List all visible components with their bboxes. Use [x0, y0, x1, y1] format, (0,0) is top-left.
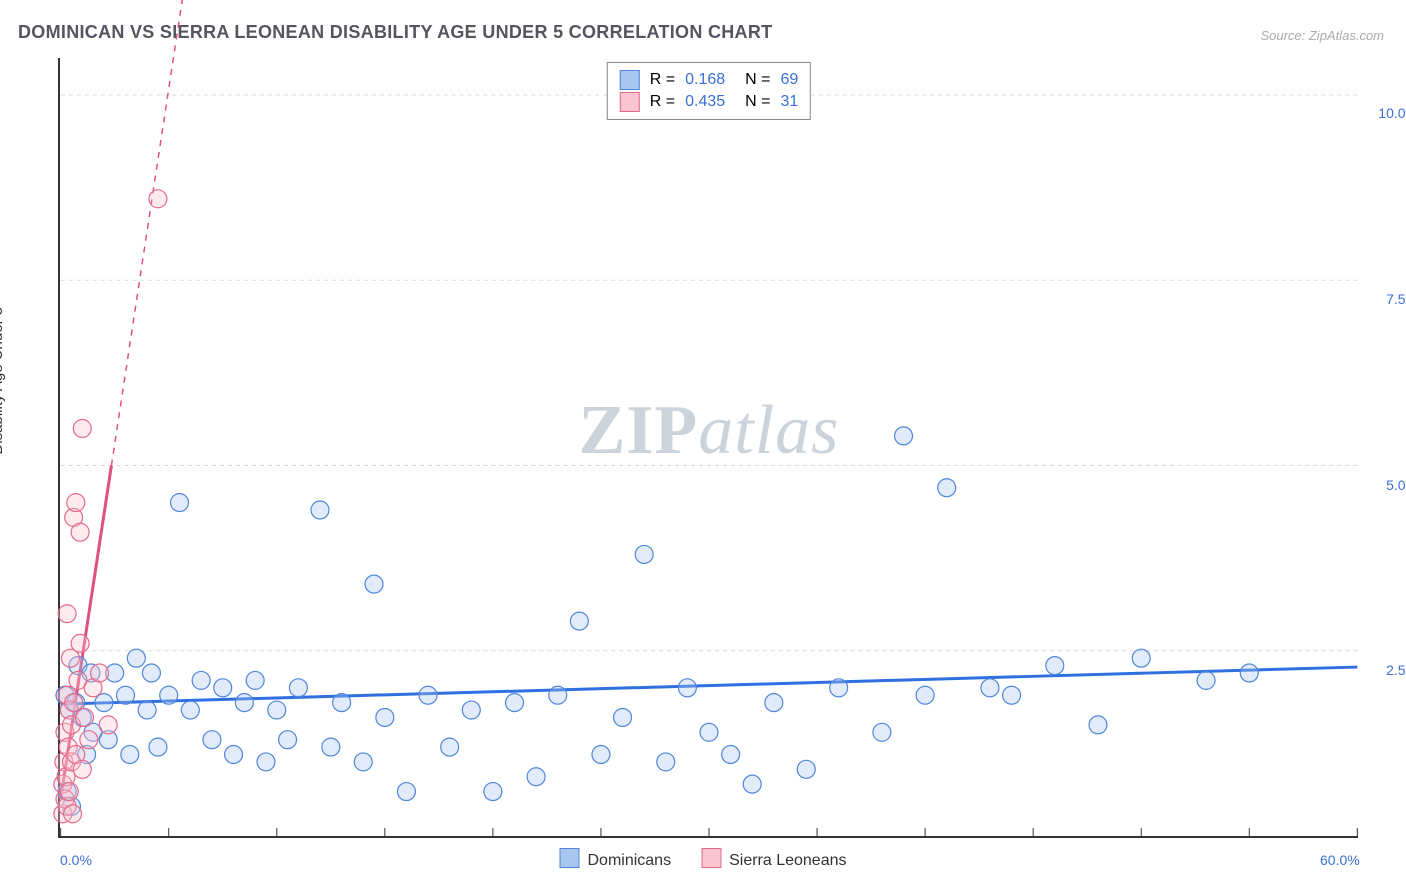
chart-container: DOMINICAN VS SIERRA LEONEAN DISABILITY A…	[0, 0, 1406, 892]
series-legend: Dominicans Sierra Leoneans	[559, 848, 846, 870]
y-tick-label: 2.5%	[1386, 662, 1406, 678]
chart-title: DOMINICAN VS SIERRA LEONEAN DISABILITY A…	[18, 22, 772, 43]
r-label: R =	[650, 69, 675, 91]
r-value: 0.168	[685, 69, 735, 91]
plot-area: ZIPatlas R =0.168N =69R =0.435N =31 2.5%…	[58, 58, 1358, 838]
y-tick-label: 5.0%	[1386, 477, 1406, 493]
source-label: Source: ZipAtlas.com	[1260, 28, 1384, 43]
y-tick-label: 7.5%	[1386, 291, 1406, 307]
stats-legend: R = 0.168 N = 69 R = 0.435 N = 31	[607, 62, 811, 120]
legend-label: Sierra Leoneans	[729, 852, 846, 869]
legend-swatch	[559, 848, 579, 868]
legend-item: Dominicans	[559, 848, 671, 870]
y-axis-label: Disability Age Under 5	[0, 307, 6, 455]
x-tick-label: 0.0%	[60, 852, 92, 868]
y-tick-label: 10.0%	[1378, 105, 1406, 121]
stats-row: R = 0.435 N = 31	[620, 91, 798, 113]
stats-row: R = 0.168 N = 69	[620, 69, 798, 91]
n-value: 31	[780, 91, 798, 113]
n-label: N =	[745, 91, 770, 113]
plot-svg	[60, 58, 1358, 836]
x-tick-label: 60.0%	[1320, 852, 1360, 868]
r-value: 0.435	[685, 91, 735, 113]
n-value: 69	[780, 69, 798, 91]
r-label: R =	[650, 91, 675, 113]
legend-swatch	[620, 92, 640, 112]
legend-label: Dominicans	[587, 852, 671, 869]
legend-item: Sierra Leoneans	[701, 848, 846, 870]
legend-swatch	[620, 70, 640, 90]
legend-swatch	[701, 848, 721, 868]
n-label: N =	[745, 69, 770, 91]
